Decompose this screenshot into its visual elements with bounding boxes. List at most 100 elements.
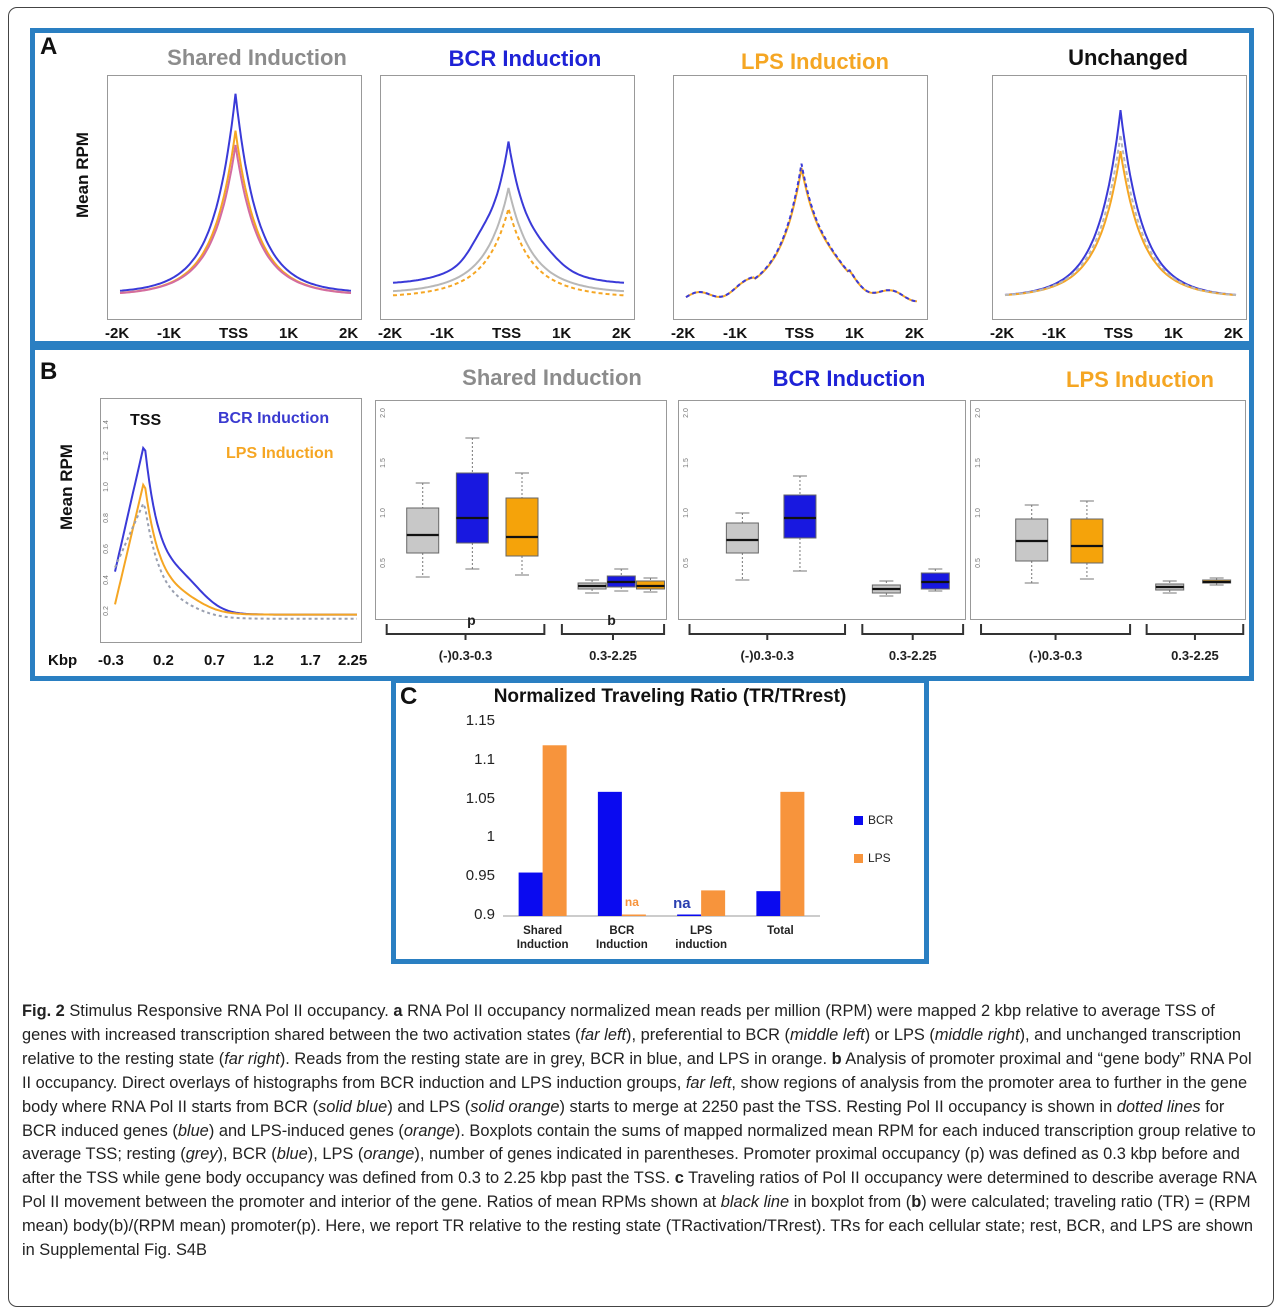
- caption-italic: solid blue: [318, 1097, 388, 1116]
- x-tick-label: 1K: [279, 325, 299, 342]
- profile-plot: 2.01.51.00.5: [380, 75, 635, 320]
- caption-text: RNA Pol II occupancy normalized mean rea…: [22, 1002, 1215, 1044]
- y-tick-label: 1.4: [103, 420, 110, 430]
- box: [455, 472, 489, 544]
- profile-line: [1004, 151, 1237, 297]
- caption-italic: far left: [685, 1073, 732, 1092]
- chart-title: Normalized Traveling Ratio (TR/TRrest): [493, 686, 847, 707]
- body-label: b: [607, 612, 616, 628]
- y-tick-label: 0.2: [103, 606, 110, 616]
- caption-text: ) and LPS (: [387, 1097, 471, 1116]
- x-tick-label: 1K: [1164, 325, 1184, 342]
- x-tick-label: -1K: [157, 325, 182, 342]
- plot-title: Unchanged: [1068, 45, 1188, 70]
- y-tick-label: 0.4: [103, 575, 110, 585]
- x-tick-label: -0.3: [98, 652, 124, 669]
- y-tick-label: 2.0: [380, 408, 387, 418]
- x-tick-label: 2K: [1224, 325, 1244, 342]
- caption-text: ) starts to merge at 2250 past the TSS. …: [559, 1097, 1117, 1116]
- x-tick-label: 2K: [612, 325, 632, 342]
- figure-caption: Fig. 2 Stimulus Responsive RNA Pol II oc…: [22, 1000, 1262, 1263]
- y-tick-label: 1.0: [103, 482, 110, 492]
- y-tick-label: 0.9: [474, 906, 495, 923]
- x-tick-label: -1K: [723, 325, 748, 342]
- caption-a: a: [393, 1002, 403, 1020]
- legend-entry: BCR Induction: [218, 410, 330, 427]
- caption-text: in boxplot from (: [789, 1193, 912, 1212]
- y-tick-label: 0.5: [975, 558, 982, 568]
- caption-italic: middle right: [934, 1025, 1020, 1044]
- caption-text: Stimulus Responsive RNA Pol II occupancy…: [64, 1002, 394, 1020]
- plot-title: BCR Induction: [448, 46, 602, 71]
- x-tick-label: 0.2: [153, 652, 174, 669]
- y-tick-label: 2.0: [975, 408, 982, 418]
- y-tick-label: 1.1: [474, 750, 495, 768]
- caption-italic: far right: [224, 1049, 280, 1068]
- plot-title: LPS Induction: [741, 49, 889, 74]
- boxplot-title: LPS Induction: [1066, 367, 1214, 392]
- caption-italic: black line: [720, 1193, 790, 1212]
- caption-text: ), preferential to BCR (: [626, 1025, 791, 1044]
- caption-italic: middle left: [790, 1025, 865, 1044]
- x-category-label: Total: [767, 925, 794, 937]
- y-tick-label: 0.8: [103, 513, 110, 523]
- group-brackets: [980, 624, 1245, 640]
- profile-line: [1004, 134, 1237, 296]
- profile-plot: 2.01.51.00.5: [107, 75, 362, 320]
- group-label: 0.3-2.25: [1171, 648, 1219, 663]
- legend-entry: LPS Induction: [226, 445, 334, 462]
- caption-italic: solid orange: [470, 1097, 560, 1116]
- panel-a-ylabel: Mean RPM: [73, 132, 92, 218]
- panel-c: [391, 678, 929, 964]
- group-brackets: [385, 624, 666, 640]
- y-tick-label: 1.2: [103, 451, 110, 461]
- x-tick-label: -2K: [990, 325, 1015, 342]
- x-tick-label: -2K: [105, 325, 130, 342]
- caption-text: ) and LPS-induced genes (: [208, 1121, 404, 1140]
- x-tick-label: 0.7: [204, 652, 225, 669]
- profile-line: [392, 187, 625, 293]
- group-label: 0.3-2.25: [589, 648, 637, 663]
- legend-swatch: [854, 816, 863, 825]
- caption-text: ), and unchanged transcription relative …: [22, 1025, 1242, 1068]
- x-tick-label: -2K: [378, 325, 403, 342]
- profile-line: [114, 445, 357, 616]
- y-tick-label: 0.6: [103, 544, 110, 554]
- profile-line: [119, 93, 352, 292]
- panel-c-label: C: [400, 683, 418, 710]
- x-category-label: LPS induction: [675, 925, 727, 951]
- caption-text: Traveling ratios of Pol II occupancy wer…: [22, 1169, 1256, 1212]
- x-tick-label: 2K: [905, 325, 925, 342]
- profile-plot: 2.01.51.00.5: [992, 75, 1247, 320]
- caption-italic: dotted lines: [1116, 1097, 1201, 1116]
- profile-line: [392, 204, 625, 297]
- boxplot-title: Shared Induction: [462, 365, 642, 390]
- profile-line: [1004, 109, 1237, 296]
- x-tick-label: TSS: [1104, 325, 1134, 342]
- profile-line: [114, 501, 357, 620]
- group-label: (-)0.3-0.3: [1028, 648, 1083, 663]
- profile-curves: 2.01.51.00.5: [392, 141, 625, 297]
- caption-italic: orange: [403, 1121, 455, 1140]
- group-label: 0.3-2.25: [888, 648, 937, 663]
- y-tick-label: 1.0: [683, 508, 690, 518]
- y-tick-label: 1.5: [380, 458, 387, 468]
- promoter-label: p: [467, 612, 476, 628]
- profile-line: [119, 144, 352, 294]
- x-tick-label: -1K: [1042, 325, 1067, 342]
- box: [783, 494, 817, 539]
- caption-b: b: [911, 1193, 922, 1212]
- caption-text: ) were calculated; traveling ratio (TR) …: [22, 1193, 1253, 1260]
- y-tick-label: 0.5: [683, 558, 690, 568]
- figure-frame: [8, 7, 1274, 1307]
- x-tick-label: 1.7: [300, 652, 321, 669]
- panel-a-label: A: [40, 33, 58, 60]
- caption-text: for BCR induced genes (: [22, 1097, 1225, 1140]
- rpm-profile-plot: 1.4 1.2 1.0 0.8 0.6 0.4 0.2: [100, 398, 362, 643]
- caption-italic: blue: [276, 1145, 308, 1164]
- x-tick-label: 2.25: [338, 652, 368, 669]
- y-tick-label: 1.15: [465, 712, 495, 729]
- legend-label: BCR: [868, 813, 894, 827]
- panel-a: [30, 28, 1254, 346]
- group-label: (-)0.3-0.3: [740, 648, 794, 663]
